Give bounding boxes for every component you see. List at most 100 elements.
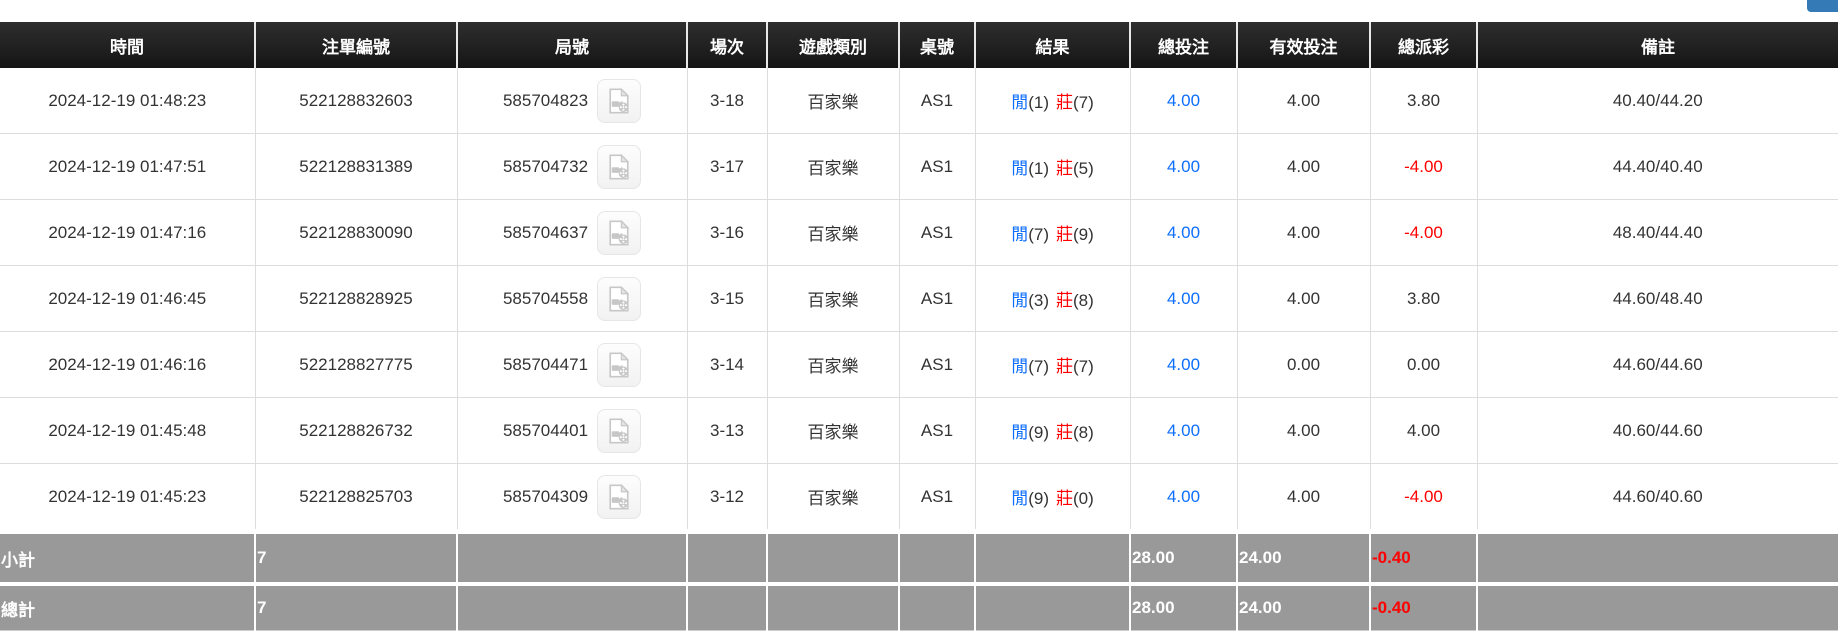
banker-result-label: 莊: [1056, 159, 1073, 178]
total-bet-link[interactable]: 4.00: [1166, 486, 1201, 506]
col-header-round-id: 局號: [457, 22, 688, 68]
cell-valid-bet: 4.00: [1237, 265, 1371, 332]
cell-table-id: AS1: [899, 68, 976, 134]
total-bet-link[interactable]: 4.00: [1166, 420, 1201, 440]
col-header-bet-id: 注單編號: [255, 22, 458, 68]
cell-total-bet: 4.00: [1130, 199, 1238, 266]
cell-session: 3-14: [687, 331, 768, 398]
bet-history-panel: 時間 注單編號 局號 場次 遊戲類別 桌號 結果 總投注 有效投注 總派彩 備註…: [0, 22, 1838, 631]
cell-bet-id: 522128826732: [255, 397, 458, 464]
banker-result-label: 莊: [1056, 423, 1073, 442]
cell-time: 2024-12-19 01:45:48: [0, 397, 256, 464]
player-result-score: (7): [1028, 225, 1049, 244]
round-number: 585704558: [502, 288, 589, 308]
player-result-label: 閒: [1011, 93, 1029, 112]
video-replay-button[interactable]: [597, 210, 642, 255]
cell-round-id: 585704471: [457, 331, 688, 398]
cell-round-id: 585704309: [457, 463, 688, 532]
banker-result-score: (7): [1073, 357, 1094, 376]
cell-table-id: AS1: [899, 463, 976, 532]
cell-game-type: 百家樂: [767, 265, 900, 332]
cell-game-type: 百家樂: [767, 331, 900, 398]
video-replay-button[interactable]: [597, 342, 642, 387]
col-header-total-bet: 總投注: [1130, 22, 1238, 68]
cell-remark: 40.40/44.20: [1477, 68, 1838, 134]
cell-valid-bet: 4.00: [1237, 68, 1371, 134]
cell-round-id: 585704558: [457, 265, 688, 332]
video-file-icon: [609, 483, 630, 509]
cell-remark: 40.60/44.60: [1477, 397, 1838, 464]
round-number: 585704637: [502, 222, 589, 242]
cell-remark: 48.40/44.40: [1477, 199, 1838, 266]
cell-round-id: 585704732: [457, 133, 688, 200]
video-replay-button[interactable]: [597, 78, 642, 123]
player-result-label: 閒: [1011, 159, 1029, 178]
video-file-icon: [609, 153, 630, 179]
banker-result-label: 莊: [1056, 357, 1073, 376]
video-replay-button[interactable]: [597, 474, 642, 519]
player-result-label: 閒: [1011, 423, 1029, 442]
cell-bet-id: 522128827775: [255, 331, 458, 398]
subtotal-valid-bet: 24.00: [1237, 529, 1371, 584]
cell-valid-bet: 4.00: [1237, 133, 1371, 200]
cell-table-id: AS1: [899, 397, 976, 464]
banker-result-score: (0): [1073, 489, 1094, 508]
total-bet-link[interactable]: 4.00: [1166, 222, 1201, 242]
cell-result: 閒(1) 莊(5): [975, 133, 1131, 200]
player-result-label: 閒: [1011, 225, 1029, 244]
bet-history-table: 時間 注單編號 局號 場次 遊戲類別 桌號 結果 總投注 有效投注 總派彩 備註…: [0, 22, 1838, 631]
table-header: 時間 注單編號 局號 場次 遊戲類別 桌號 結果 總投注 有效投注 總派彩 備註: [0, 22, 1838, 68]
banker-result-score: (8): [1073, 423, 1094, 442]
total-bet-link[interactable]: 4.00: [1166, 90, 1201, 110]
cell-result: 閒(7) 莊(7): [975, 331, 1131, 398]
col-header-result: 結果: [975, 22, 1131, 68]
banker-result-score: (9): [1073, 225, 1094, 244]
video-replay-button[interactable]: [597, 276, 642, 321]
cell-bet-id: 522128830090: [255, 199, 458, 266]
col-header-remark: 備註: [1477, 22, 1838, 68]
cell-bet-id: 522128825703: [255, 463, 458, 532]
cell-total-bet: 4.00: [1130, 265, 1238, 332]
banker-result-label: 莊: [1056, 291, 1073, 310]
video-file-icon: [609, 351, 630, 377]
video-file-icon: [609, 417, 630, 443]
cell-table-id: AS1: [899, 265, 976, 332]
banker-result-score: (7): [1073, 93, 1094, 112]
cell-session: 3-13: [687, 397, 768, 464]
subtotal-payout: -0.40: [1370, 529, 1478, 584]
col-header-payout: 總派彩: [1370, 22, 1478, 68]
cell-valid-bet: 0.00: [1237, 331, 1371, 398]
col-header-time: 時間: [0, 22, 256, 68]
video-replay-button[interactable]: [597, 408, 642, 453]
video-file-icon: [609, 219, 630, 245]
cell-bet-id: 522128831389: [255, 133, 458, 200]
cell-payout: 0.00: [1370, 331, 1478, 398]
total-bet-link[interactable]: 4.00: [1166, 156, 1201, 176]
cell-time: 2024-12-19 01:46:45: [0, 265, 256, 332]
cell-valid-bet: 4.00: [1237, 397, 1371, 464]
total-bet-link[interactable]: 4.00: [1166, 288, 1201, 308]
cell-payout: -4.00: [1370, 463, 1478, 532]
top-right-button-fragment[interactable]: [1807, 0, 1838, 12]
cell-valid-bet: 4.00: [1237, 199, 1371, 266]
cell-payout: 4.00: [1370, 397, 1478, 464]
round-number: 585704471: [502, 354, 589, 374]
cell-result: 閒(1) 莊(7): [975, 68, 1131, 134]
video-replay-button[interactable]: [597, 144, 642, 189]
cell-table-id: AS1: [899, 331, 976, 398]
player-result-score: (1): [1028, 93, 1049, 112]
subtotal-total-bet: 28.00: [1130, 529, 1238, 584]
cell-time: 2024-12-19 01:46:16: [0, 331, 256, 398]
banker-result-score: (5): [1073, 159, 1094, 178]
cell-round-id: 585704637: [457, 199, 688, 266]
player-result-label: 閒: [1011, 291, 1029, 310]
total-bet-link[interactable]: 4.00: [1166, 354, 1201, 374]
total-row: 總計 7 28.00 24.00 -0.40: [0, 582, 1838, 631]
player-result-label: 閒: [1011, 357, 1029, 376]
col-header-session: 場次: [687, 22, 768, 68]
cell-session: 3-16: [687, 199, 768, 266]
table-row: 2024-12-19 01:47:51 522128831389 5857047…: [0, 133, 1838, 200]
cell-bet-id: 522128828925: [255, 265, 458, 332]
round-number: 585704401: [502, 420, 589, 440]
total-total-bet: 28.00: [1130, 582, 1238, 631]
